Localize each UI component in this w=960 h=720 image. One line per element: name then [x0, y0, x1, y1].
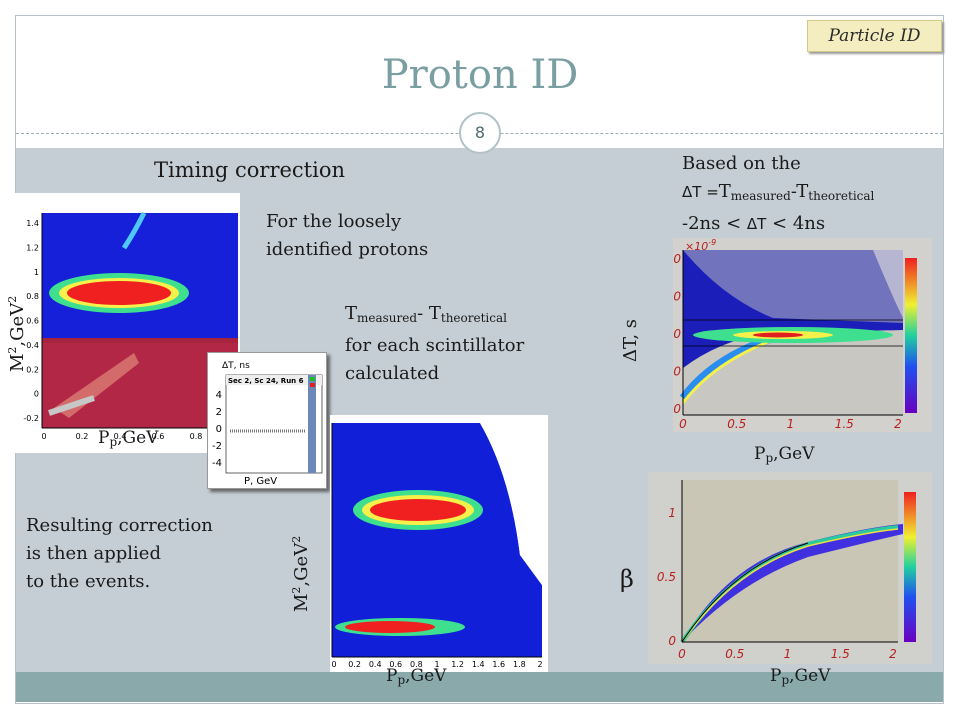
m2-axis-label-2: M2,GeV2 [290, 535, 312, 612]
p2-x-tick: 1 [434, 660, 439, 669]
p4-y-tick: 0.5 [657, 570, 676, 584]
inset-x-label: P, GeV [244, 476, 277, 487]
p3-exponent: ×10-9 [685, 238, 716, 253]
slide-number: 8 [459, 112, 501, 154]
p1-y-tick: 0.2 [26, 365, 39, 374]
p3-y-tick: 20 [673, 252, 681, 266]
p1-y-tick: 0.4 [26, 341, 39, 350]
m2-axis-label-1: M2,GeV2 [6, 295, 28, 372]
p3-x-tick: 0 [679, 417, 687, 431]
pp-axis-label-1: Pp,GeV [98, 428, 159, 449]
inset-title: Sec 2, Sc 24, Run 6 [228, 377, 304, 385]
p3-x-tick: 1 [787, 417, 795, 431]
delta-t-inset-plot: ΔT, ns Sec 2, Sc 24, Run 6 4 2 0 -2 -4 P, Ge… [207, 352, 327, 489]
p1-x-tick: 0.4 [114, 432, 127, 441]
p2-x-tick: 0.8 [410, 660, 423, 669]
p2-x-tick: 0.4 [369, 660, 382, 669]
p2-x-tick: 0.2 [348, 660, 361, 669]
mass-squared-plot-2: 1.210.80.60.40.20-0.2 00.20.40.60.811.21… [312, 415, 548, 672]
p2-x-tick: 0.6 [389, 660, 402, 669]
inset-y-tick: 2 [216, 407, 222, 418]
p4-y-tick: 1 [668, 506, 676, 520]
p1-y-tick: 1.4 [26, 219, 39, 228]
section-tag: Particle ID [807, 20, 942, 52]
p4-x-tick: 2 [889, 647, 897, 661]
delta-t-plot: 20 10 0 -10 -20 0 0.5 1 1.5 2 ×10-9 [661, 238, 932, 432]
p3-y-tick: 0 [673, 327, 681, 341]
inset-y-tick: 0 [216, 424, 222, 435]
p1-x-tick: 0.6 [152, 432, 165, 441]
pp-axis-label-2: Pp,GeV [386, 666, 447, 687]
inset-y-label: ΔT, ns [222, 361, 250, 371]
inset-y-tick: -2 [212, 441, 222, 452]
p1-x-tick: 0.2 [76, 432, 89, 441]
loose-protons-text: For the loosely identified protons [266, 211, 429, 260]
p3-x-tick: 1.5 [835, 417, 854, 431]
p3-y-tick: -20 [673, 402, 681, 416]
p1-y-tick: 1 [34, 268, 39, 277]
mass-squared-plot-1: 1.41.210.80.60.40.20-0.2 00.20.40.60.81 [14, 193, 240, 453]
p3-y-tick: -10 [673, 365, 681, 379]
p2-x-tick: 1.8 [513, 660, 526, 669]
inset-y-tick: 4 [216, 390, 222, 401]
p1-y-tick: 0.6 [26, 317, 39, 326]
p1-y-tick: 1.2 [26, 243, 39, 252]
slide-title: Proton ID [381, 52, 579, 98]
p2-x-tick: 0 [331, 660, 336, 669]
p2-x-tick: 2 [537, 660, 542, 669]
beta-plot: 1 0.5 0 0 0.5 1 1.5 2 [648, 472, 932, 664]
inset-y-tick: -4 [212, 458, 222, 469]
p4-x-tick: 0 [678, 647, 686, 661]
delta-t-axis-label: ΔT, s [620, 318, 641, 362]
p1-x-tick: 0.8 [190, 432, 203, 441]
p3-x-tick: 0.5 [727, 417, 746, 431]
p4-x-tick: 1.5 [831, 647, 850, 661]
p4-y-tick: 0 [668, 634, 676, 648]
p2-x-tick: 1.4 [472, 660, 485, 669]
pp-axis-label-3: Pp,GeV [754, 444, 815, 465]
p2-x-tick: 1.2 [451, 660, 464, 669]
p3-x-tick: 2 [894, 417, 902, 431]
p2-x-tick: 1.6 [492, 660, 505, 669]
footer-band [16, 672, 943, 702]
based-on-text: Based on the ΔT =Tmeasured-Ttheoretical … [682, 153, 875, 234]
p4-x-tick: 0.5 [725, 647, 744, 661]
beta-axis-label: β [620, 565, 634, 593]
section-heading: Timing correction [154, 158, 345, 182]
p1-y-tick: 0 [34, 390, 39, 399]
p1-y-tick: 0.8 [26, 292, 39, 301]
p1-y-tick: -0.2 [23, 414, 39, 423]
pp-axis-label-4: Pp,GeV [770, 666, 831, 687]
p3-y-tick: 10 [673, 290, 681, 304]
tmeasured-text: Tmeasured- Ttheoretical for each scintil… [345, 303, 525, 384]
result-text: Resulting correction is then applied to … [26, 515, 213, 592]
p4-x-tick: 1 [784, 647, 792, 661]
p1-x-tick: 0 [41, 432, 46, 441]
